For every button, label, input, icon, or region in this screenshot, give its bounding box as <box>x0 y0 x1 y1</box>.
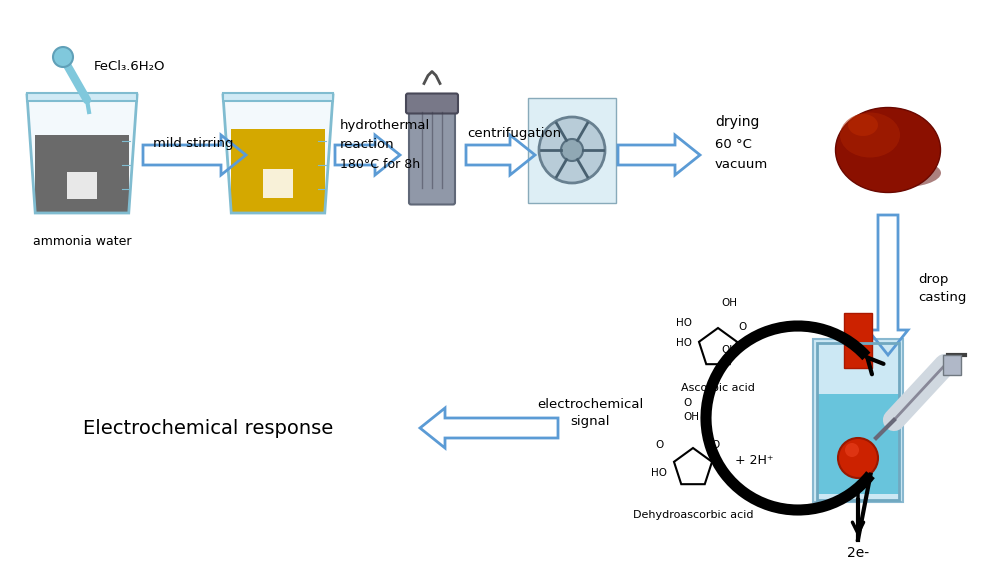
Text: mild stirring: mild stirring <box>153 136 234 149</box>
Text: + 2H⁺: + 2H⁺ <box>735 453 773 466</box>
Text: HO: HO <box>676 338 692 348</box>
Text: centrifugation: centrifugation <box>467 126 561 139</box>
Bar <box>943 355 961 375</box>
Text: Electrochemical response: Electrochemical response <box>83 418 333 438</box>
FancyBboxPatch shape <box>409 96 455 204</box>
Ellipse shape <box>835 108 941 192</box>
Text: O: O <box>655 440 664 450</box>
Circle shape <box>53 47 73 67</box>
Text: ammonia water: ammonia water <box>33 235 131 248</box>
Bar <box>817 342 899 500</box>
Polygon shape <box>27 95 137 213</box>
Text: 60 °C: 60 °C <box>715 139 752 152</box>
Text: drop
casting: drop casting <box>918 272 966 303</box>
Circle shape <box>561 139 583 161</box>
Bar <box>67 172 98 199</box>
Text: O: O <box>683 398 691 408</box>
Bar <box>223 93 333 101</box>
Text: Dehydroascorbic acid: Dehydroascorbic acid <box>633 510 753 520</box>
Text: reaction: reaction <box>340 139 394 152</box>
Text: HO: HO <box>676 318 692 328</box>
Text: Ascorbic acid: Ascorbic acid <box>681 383 755 393</box>
Text: vacuum: vacuum <box>715 158 768 171</box>
Text: hydrothermal: hydrothermal <box>340 118 430 131</box>
Text: 180°C for 8h: 180°C for 8h <box>340 158 420 171</box>
Bar <box>528 97 616 203</box>
Polygon shape <box>223 95 333 213</box>
Bar <box>35 135 129 213</box>
Bar <box>830 94 946 210</box>
Text: FeCl₃.6H₂O: FeCl₃.6H₂O <box>94 61 166 74</box>
Ellipse shape <box>840 113 900 157</box>
Circle shape <box>845 443 859 457</box>
Text: O: O <box>711 440 719 450</box>
Ellipse shape <box>851 158 941 188</box>
Text: OH: OH <box>683 412 699 422</box>
Bar <box>263 169 293 198</box>
FancyBboxPatch shape <box>406 93 458 114</box>
Text: drying: drying <box>715 115 759 129</box>
Text: HO: HO <box>651 468 667 478</box>
Bar <box>844 313 872 368</box>
Bar <box>813 338 903 501</box>
Text: OH: OH <box>721 345 737 355</box>
Text: OH: OH <box>721 298 737 308</box>
Ellipse shape <box>848 114 878 136</box>
Circle shape <box>539 117 605 183</box>
Bar <box>232 129 324 213</box>
Text: 2e-: 2e- <box>847 546 869 560</box>
Bar <box>27 93 137 101</box>
Bar <box>817 393 899 494</box>
Text: electrochemical
signal: electrochemical signal <box>536 397 643 428</box>
Text: O: O <box>738 322 746 332</box>
Circle shape <box>838 438 878 478</box>
